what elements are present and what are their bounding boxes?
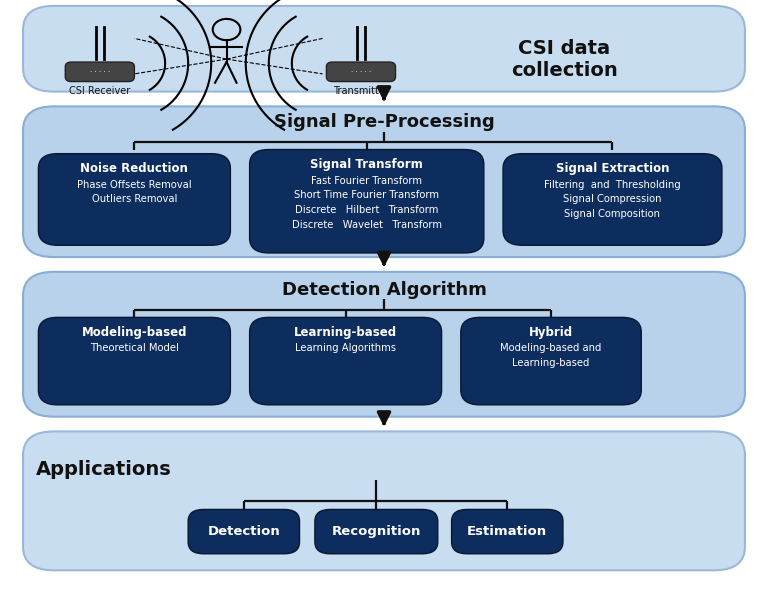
Text: Discrete   Wavelet   Transform: Discrete Wavelet Transform bbox=[292, 220, 442, 230]
Text: Discrete   Hilbert   Transform: Discrete Hilbert Transform bbox=[295, 205, 439, 215]
Text: Signal Transform: Signal Transform bbox=[310, 158, 423, 171]
Text: Applications: Applications bbox=[36, 460, 171, 479]
Text: Short Time Fourier Transform: Short Time Fourier Transform bbox=[294, 190, 439, 200]
Text: Hybrid: Hybrid bbox=[529, 326, 573, 339]
FancyBboxPatch shape bbox=[188, 509, 300, 554]
FancyBboxPatch shape bbox=[23, 272, 745, 417]
Text: Signal Pre-Processing: Signal Pre-Processing bbox=[273, 113, 495, 131]
FancyBboxPatch shape bbox=[503, 154, 722, 245]
Text: Estimation: Estimation bbox=[467, 525, 548, 538]
Text: Learning Algorithms: Learning Algorithms bbox=[295, 343, 396, 353]
FancyBboxPatch shape bbox=[23, 431, 745, 570]
Text: · · · · ·: · · · · · bbox=[90, 69, 110, 75]
Text: Outliers Removal: Outliers Removal bbox=[91, 194, 177, 204]
FancyBboxPatch shape bbox=[250, 150, 484, 253]
FancyBboxPatch shape bbox=[38, 317, 230, 405]
FancyBboxPatch shape bbox=[326, 62, 396, 82]
Text: Transmitter: Transmitter bbox=[333, 86, 389, 96]
Text: Signal Compression: Signal Compression bbox=[563, 194, 662, 204]
FancyBboxPatch shape bbox=[23, 6, 745, 92]
Text: Noise Reduction: Noise Reduction bbox=[81, 162, 188, 175]
Text: Fast Fourier Transform: Fast Fourier Transform bbox=[311, 176, 422, 186]
Text: Learning-based: Learning-based bbox=[512, 358, 590, 368]
Text: CSI data
collection: CSI data collection bbox=[511, 38, 617, 80]
Text: Theoretical Model: Theoretical Model bbox=[90, 343, 179, 353]
Text: Filtering  and  Thresholding: Filtering and Thresholding bbox=[544, 180, 681, 190]
FancyBboxPatch shape bbox=[65, 62, 134, 82]
Text: Phase Offsets Removal: Phase Offsets Removal bbox=[77, 180, 192, 190]
Text: CSI Receiver: CSI Receiver bbox=[69, 86, 131, 96]
FancyBboxPatch shape bbox=[452, 509, 563, 554]
Text: Modeling-based: Modeling-based bbox=[81, 326, 187, 339]
FancyBboxPatch shape bbox=[23, 106, 745, 257]
Text: · · · · ·: · · · · · bbox=[351, 69, 371, 75]
FancyBboxPatch shape bbox=[38, 154, 230, 245]
Text: Recognition: Recognition bbox=[332, 525, 421, 538]
FancyBboxPatch shape bbox=[250, 317, 442, 405]
Text: Detection Algorithm: Detection Algorithm bbox=[282, 281, 486, 298]
FancyBboxPatch shape bbox=[315, 509, 438, 554]
FancyBboxPatch shape bbox=[461, 317, 641, 405]
Text: Signal Composition: Signal Composition bbox=[564, 209, 660, 219]
Text: Detection: Detection bbox=[207, 525, 280, 538]
Text: Modeling-based and: Modeling-based and bbox=[501, 343, 601, 353]
Text: Signal Extraction: Signal Extraction bbox=[556, 162, 669, 175]
Text: Learning-based: Learning-based bbox=[294, 326, 397, 339]
